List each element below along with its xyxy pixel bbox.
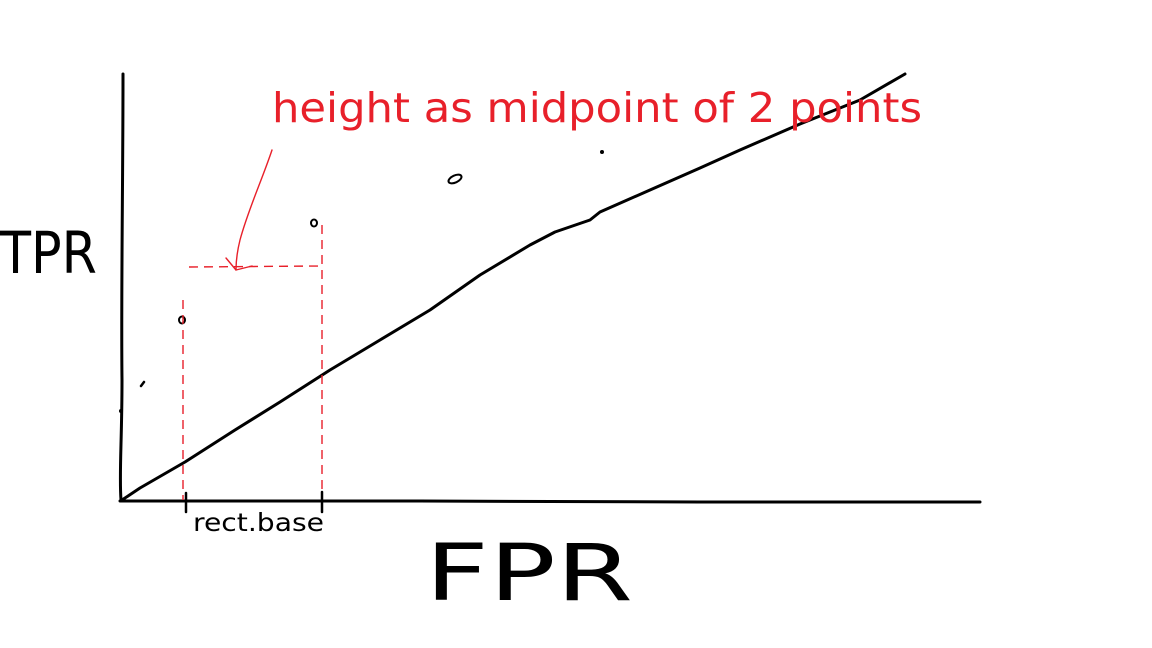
- data-point: [178, 315, 186, 325]
- y-axis-label: TPR: [0, 219, 97, 287]
- x-axis: [118, 499, 982, 504]
- roc-curve: [120, 72, 907, 502]
- rect-base-label: rect.base: [193, 508, 324, 537]
- data-point: [447, 173, 463, 185]
- annotation-text: height as midpoint of 2 points: [272, 84, 922, 132]
- x-axis-label: FPR: [425, 529, 633, 619]
- data-dot: [139, 380, 146, 388]
- data-point: [310, 218, 318, 228]
- data-dot: [600, 150, 604, 154]
- annotation-arrowhead: [225, 257, 253, 271]
- data-dot: [119, 409, 123, 413]
- annotation-arrow: [235, 149, 273, 271]
- rectangle-outline: [182, 225, 323, 500]
- y-axis: [118, 72, 125, 502]
